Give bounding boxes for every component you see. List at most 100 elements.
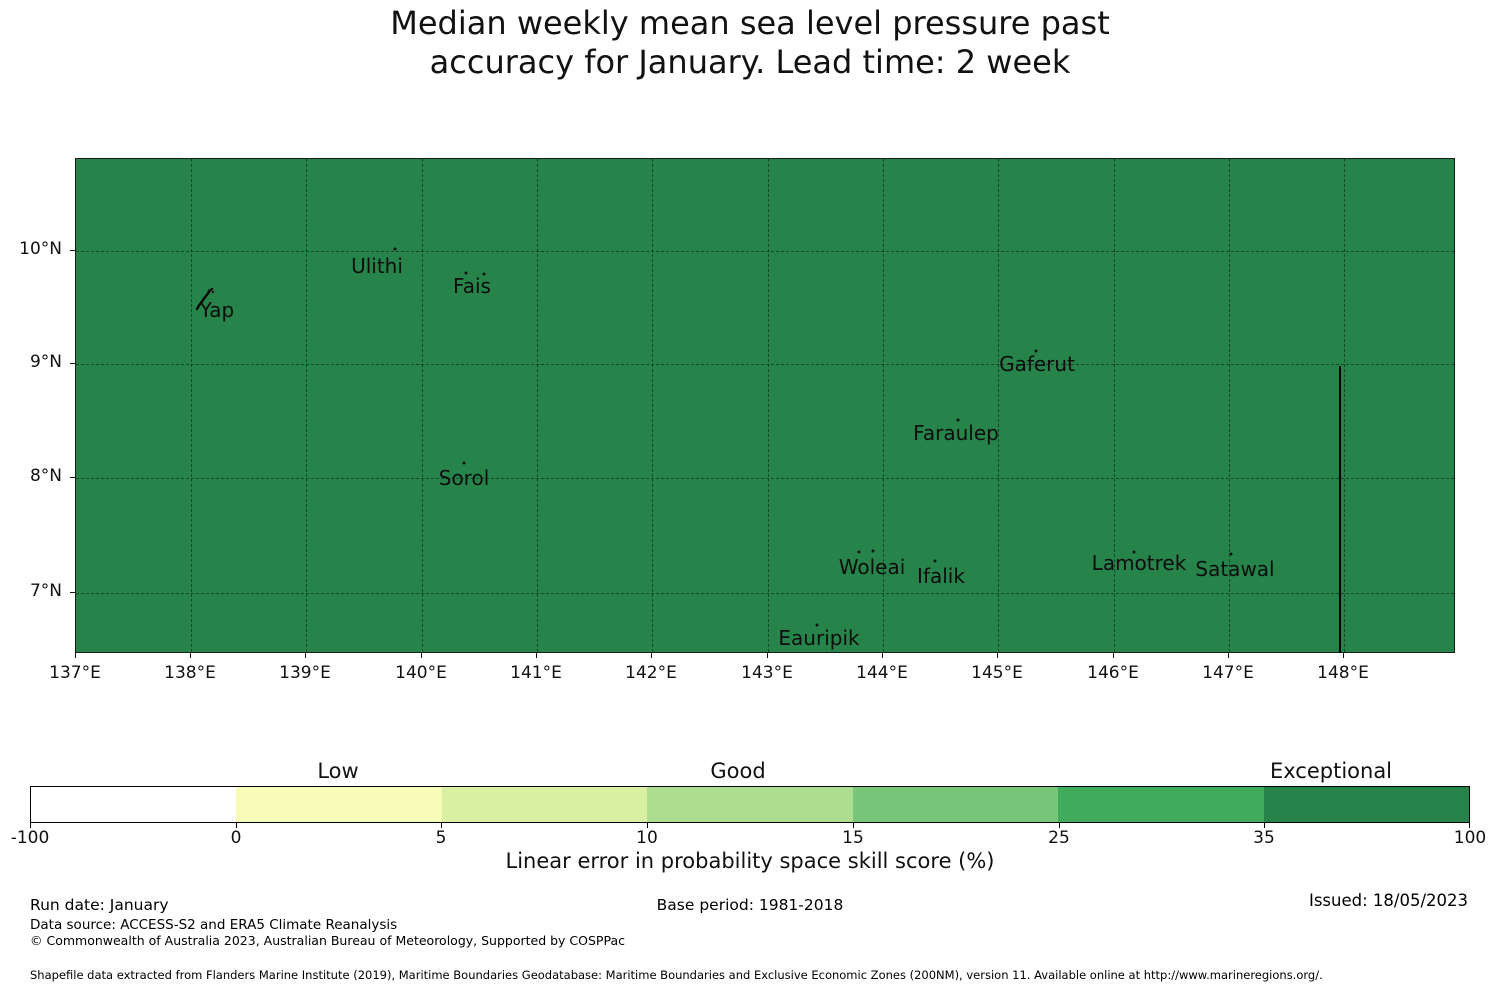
x-tick-mark-147e <box>1228 653 1229 658</box>
x-tick-label-139e: 139°E <box>279 663 331 683</box>
y-tick-mark-10n <box>70 250 75 251</box>
colorbar-axis-label: Linear error in probability space skill … <box>505 849 995 873</box>
colorbar-segment-3 <box>441 787 648 822</box>
x-tick-label-141e: 141°E <box>510 663 562 683</box>
x-tick-mark-138e <box>190 653 191 658</box>
x-tick-mark-142e <box>651 653 652 658</box>
grid-line-7n <box>76 593 1454 594</box>
x-tick-mark-137e <box>75 653 76 658</box>
footer-shapefile-note: Shapefile data extracted from Flanders M… <box>30 968 1323 982</box>
x-tick-label-138e: 138°E <box>164 663 216 683</box>
colorbar-tick-label-25: 25 <box>1048 828 1070 848</box>
island-marker-woleai-a <box>857 550 861 554</box>
island-label-gaferut: Gaferut <box>999 352 1075 376</box>
colorbar-tick-label-5: 5 <box>435 828 447 848</box>
island-label-woleai: Woleai <box>838 555 906 579</box>
colorbar-tick-mark-0 <box>236 823 237 828</box>
x-tick-mark-141e <box>536 653 537 658</box>
grid-line-144e <box>883 159 884 652</box>
y-tick-mark-7n <box>70 592 75 593</box>
colorbar-tick-label-0: 0 <box>230 828 242 848</box>
grid-line-143e <box>768 159 769 652</box>
colorbar-tick-mark-m100 <box>30 823 31 828</box>
island-marker-fais-a <box>464 271 468 275</box>
grid-line-138e <box>191 159 192 652</box>
map-area: Ulithi Fais Yap Gaferut Faraulep Sorol W… <box>75 158 1455 653</box>
island-marker-ulithi <box>393 247 397 251</box>
yap-island-shape <box>195 287 215 311</box>
grid-line-8n <box>76 478 1454 479</box>
x-tick-label-146e: 146°E <box>1087 663 1139 683</box>
footer-base-period: Base period: 1981-2018 <box>656 896 844 914</box>
footer-copyright: © Commonwealth of Australia 2023, Austra… <box>30 933 625 948</box>
island-marker-eauripik <box>815 623 819 627</box>
island-label-yap: Yap <box>199 298 235 322</box>
maritime-boundary-line <box>1339 366 1341 653</box>
island-label-faraulep: Faraulep <box>913 421 999 445</box>
colorbar-tick-label-m100: -100 <box>10 828 50 848</box>
x-tick-mark-140e <box>421 653 422 658</box>
x-tick-label-144e: 144°E <box>856 663 908 683</box>
island-label-satawal: Satawal <box>1195 557 1275 581</box>
grid-line-146e <box>1114 159 1115 652</box>
island-label-fais: Fais <box>453 274 491 298</box>
x-tick-mark-145e <box>997 653 998 658</box>
colorbar-category-low: Low <box>317 759 359 783</box>
island-label-sorol: Sorol <box>438 466 490 490</box>
island-marker-sorol <box>462 461 466 465</box>
x-tick-label-148e: 148°E <box>1317 663 1369 683</box>
colorbar <box>30 786 1470 823</box>
footer-run-date: Run date: January <box>30 896 169 914</box>
grid-line-9n <box>76 364 1454 365</box>
y-tick-mark-8n <box>70 477 75 478</box>
x-tick-mark-139e <box>305 653 306 658</box>
colorbar-segment-4 <box>647 787 853 822</box>
x-tick-mark-148e <box>1343 653 1344 658</box>
y-tick-label-9n: 9°N <box>29 352 62 372</box>
y-tick-label-10n: 10°N <box>19 239 62 259</box>
figure-title-line1: Median weekly mean sea level pressure pa… <box>390 4 1110 42</box>
y-tick-mark-9n <box>70 363 75 364</box>
grid-line-140e <box>422 159 423 652</box>
grid-line-10n <box>76 251 1454 252</box>
colorbar-category-exceptional: Exceptional <box>1269 759 1393 783</box>
colorbar-tick-mark-15 <box>853 823 854 828</box>
colorbar-tick-mark-100 <box>1469 823 1470 828</box>
figure-title: Median weekly mean sea level pressure pa… <box>0 4 1500 82</box>
colorbar-tick-mark-35 <box>1264 823 1265 828</box>
island-marker-fais-b <box>482 272 486 276</box>
footer-data-source: Data source: ACCESS-S2 and ERA5 Climate … <box>30 917 398 933</box>
grid-line-142e <box>652 159 653 652</box>
grid-line-147e <box>1229 159 1230 652</box>
colorbar-category-good: Good <box>710 759 766 783</box>
island-label-ulithi: Ulithi <box>351 254 403 278</box>
colorbar-segment-1 <box>31 787 237 822</box>
colorbar-segment-7 <box>1263 787 1469 822</box>
island-label-lamotrek: Lamotrek <box>1091 551 1187 575</box>
y-tick-label-8n: 8°N <box>29 466 62 486</box>
x-tick-label-142e: 142°E <box>625 663 677 683</box>
island-marker-gaferut <box>1034 349 1038 353</box>
colorbar-tick-label-35: 35 <box>1253 828 1275 848</box>
island-marker-woleai-b <box>871 549 875 553</box>
x-tick-label-143e: 143°E <box>741 663 793 683</box>
x-tick-label-140e: 140°E <box>395 663 447 683</box>
x-tick-mark-144e <box>882 653 883 658</box>
x-tick-label-137e: 137°E <box>49 663 101 683</box>
colorbar-segment-6 <box>1058 787 1264 822</box>
grid-line-148e <box>1344 159 1345 652</box>
island-marker-faraulep <box>956 418 960 422</box>
colorbar-tick-mark-5 <box>441 823 442 828</box>
colorbar-tick-mark-25 <box>1059 823 1060 828</box>
island-marker-lamotrek <box>1132 550 1136 554</box>
figure-title-line2: accuracy for January. Lead time: 2 week <box>429 43 1071 81</box>
colorbar-segment-2 <box>236 787 442 822</box>
grid-line-141e <box>537 159 538 652</box>
colorbar-tick-label-100: 100 <box>1453 828 1487 848</box>
grid-line-145e <box>998 159 999 652</box>
island-marker-satawal <box>1229 552 1233 556</box>
x-tick-label-147e: 147°E <box>1202 663 1254 683</box>
x-tick-mark-146e <box>1113 653 1114 658</box>
island-label-eauripik: Eauripik <box>778 626 860 650</box>
